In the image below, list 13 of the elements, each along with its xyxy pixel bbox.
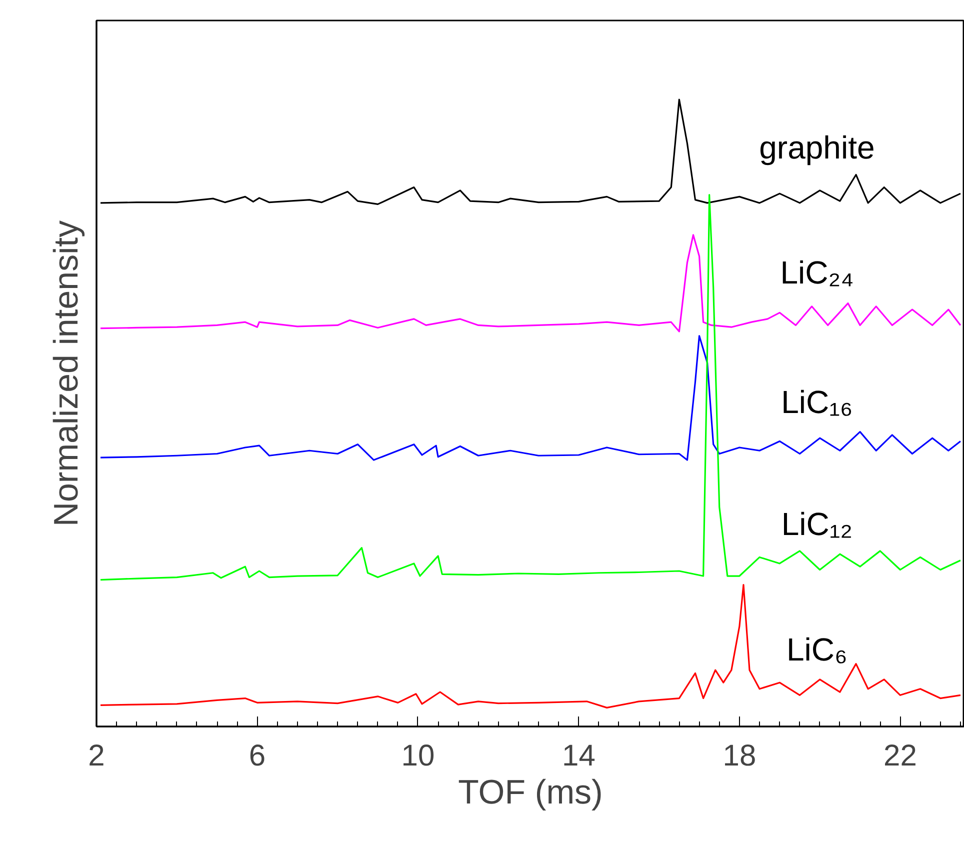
series-label: LiC₆ xyxy=(786,632,848,668)
x-tick-label: 14 xyxy=(562,740,596,772)
series-label: LiC₂₄ xyxy=(780,254,854,291)
series-label: LiC₁₆ xyxy=(781,384,853,420)
series-label: LiC₁₂ xyxy=(781,506,853,542)
x-tick-label: 10 xyxy=(401,740,435,772)
y-axis-title: Normalized intensity xyxy=(48,220,86,527)
x-tick-label: 22 xyxy=(884,740,917,772)
x-tick-label: 2 xyxy=(88,740,105,772)
x-tick-label: 6 xyxy=(248,740,266,772)
series-label: graphite xyxy=(759,129,875,166)
x-axis-title: TOF (ms) xyxy=(458,774,603,812)
x-tick-label: 18 xyxy=(722,740,756,772)
